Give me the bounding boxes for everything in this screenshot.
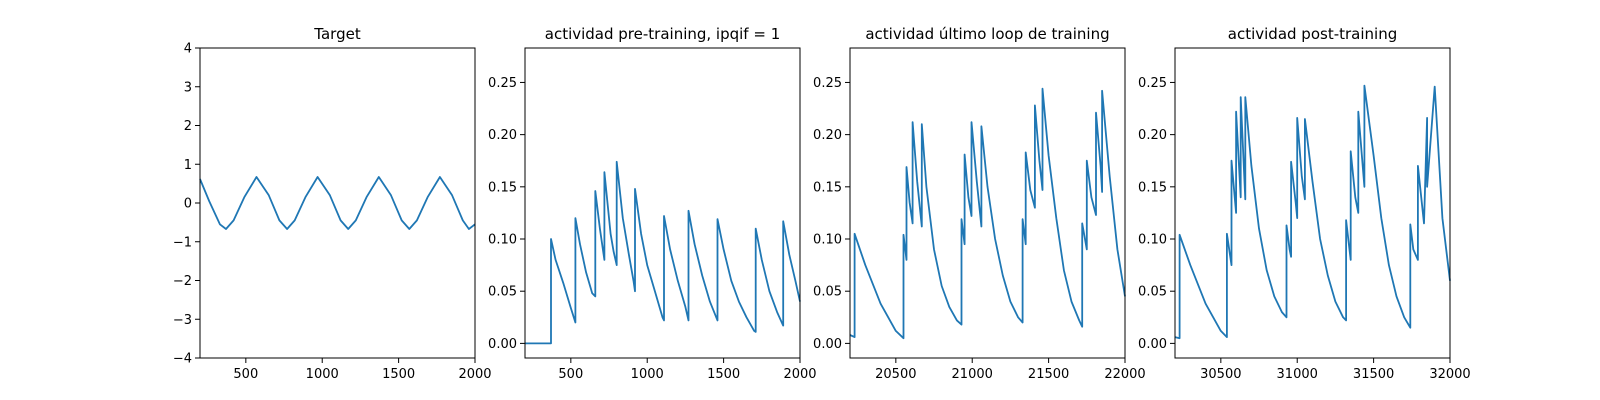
x-tick-label: 500 [558,367,583,382]
y-tick-label: 0.20 [488,128,517,143]
y-tick-label: 1 [184,158,192,173]
y-tick-label: 0.25 [813,76,842,91]
x-tick-label: 31500 [1353,367,1394,382]
x-tick-label: 21500 [1028,367,1069,382]
x-tick-label: 1000 [306,367,339,382]
subplot-title: Target [313,25,361,43]
y-tick-label: 0.05 [813,285,842,300]
subplot-1: Target 500 1000 1500 2000 −4 −3 −2 −1 0 1 2 3 4 [173,25,492,382]
x-tick-label: 30500 [1200,367,1241,382]
axes-frame [1174,47,1451,359]
y-tick-label: 0.25 [1138,76,1167,91]
y-tick-label: 0.20 [1138,128,1167,143]
y-tick-label: 0.10 [1138,233,1167,248]
x-tick-label: 1000 [631,367,664,382]
x-tick-label: 32000 [1429,367,1470,382]
subplot-2: actividad pre-training, ipqif = 1 500 1000… [488,25,817,382]
x-tick-label: 1500 [382,367,415,382]
y-tick-label: 4 [184,42,192,57]
y-tick-label: 2 [184,119,192,134]
x-tick-label: 22000 [1104,367,1145,382]
y-tick-label: −2 [173,274,192,289]
y-tick-label: 0 [184,197,192,212]
x-tick-label: 500 [233,367,258,382]
y-tick-label: −4 [173,352,192,367]
y-tick-label: 0.20 [813,128,842,143]
y-tick-label: 0.15 [488,180,517,195]
axes-frame [849,47,1126,359]
axes-frame [524,47,801,359]
x-tick-label: 20500 [875,367,916,382]
x-tick-label: 1500 [707,367,740,382]
y-tick-label: 0.00 [1138,337,1167,352]
y-tick-label: 0.15 [1138,180,1167,195]
y-tick-label: 0.10 [813,233,842,248]
y-tick-label: 3 [184,80,192,95]
subplot-3: actividad último loop de training 20500 21… [813,25,1146,382]
y-tick-label: 0.00 [813,337,842,352]
subplot-title: actividad último loop de training [865,25,1109,43]
y-tick-label: −3 [173,313,192,328]
x-tick-label: 31000 [1277,367,1318,382]
y-tick-label: −1 [173,235,192,250]
x-tick-label: 2000 [458,367,491,382]
x-tick-label: 2000 [783,367,816,382]
series-line [1174,84,1451,340]
y-tick-label: 0.05 [488,285,517,300]
y-tick-label: 0.25 [488,76,517,91]
subplot-4: actividad post-training 30500 31000 31500 32… [1138,25,1471,382]
series-line [525,160,801,345]
y-tick-label: 0.15 [813,180,842,195]
subplot-title: actividad post-training [1228,25,1397,43]
series-line [199,176,476,230]
y-tick-label: 0.00 [488,337,517,352]
y-tick-label: 0.10 [488,233,517,248]
y-tick-label: 0.05 [1138,285,1167,300]
x-tick-label: 21000 [952,367,993,382]
subplot-title: actividad pre-training, ipqif = 1 [545,25,781,43]
series-line [849,87,1126,340]
